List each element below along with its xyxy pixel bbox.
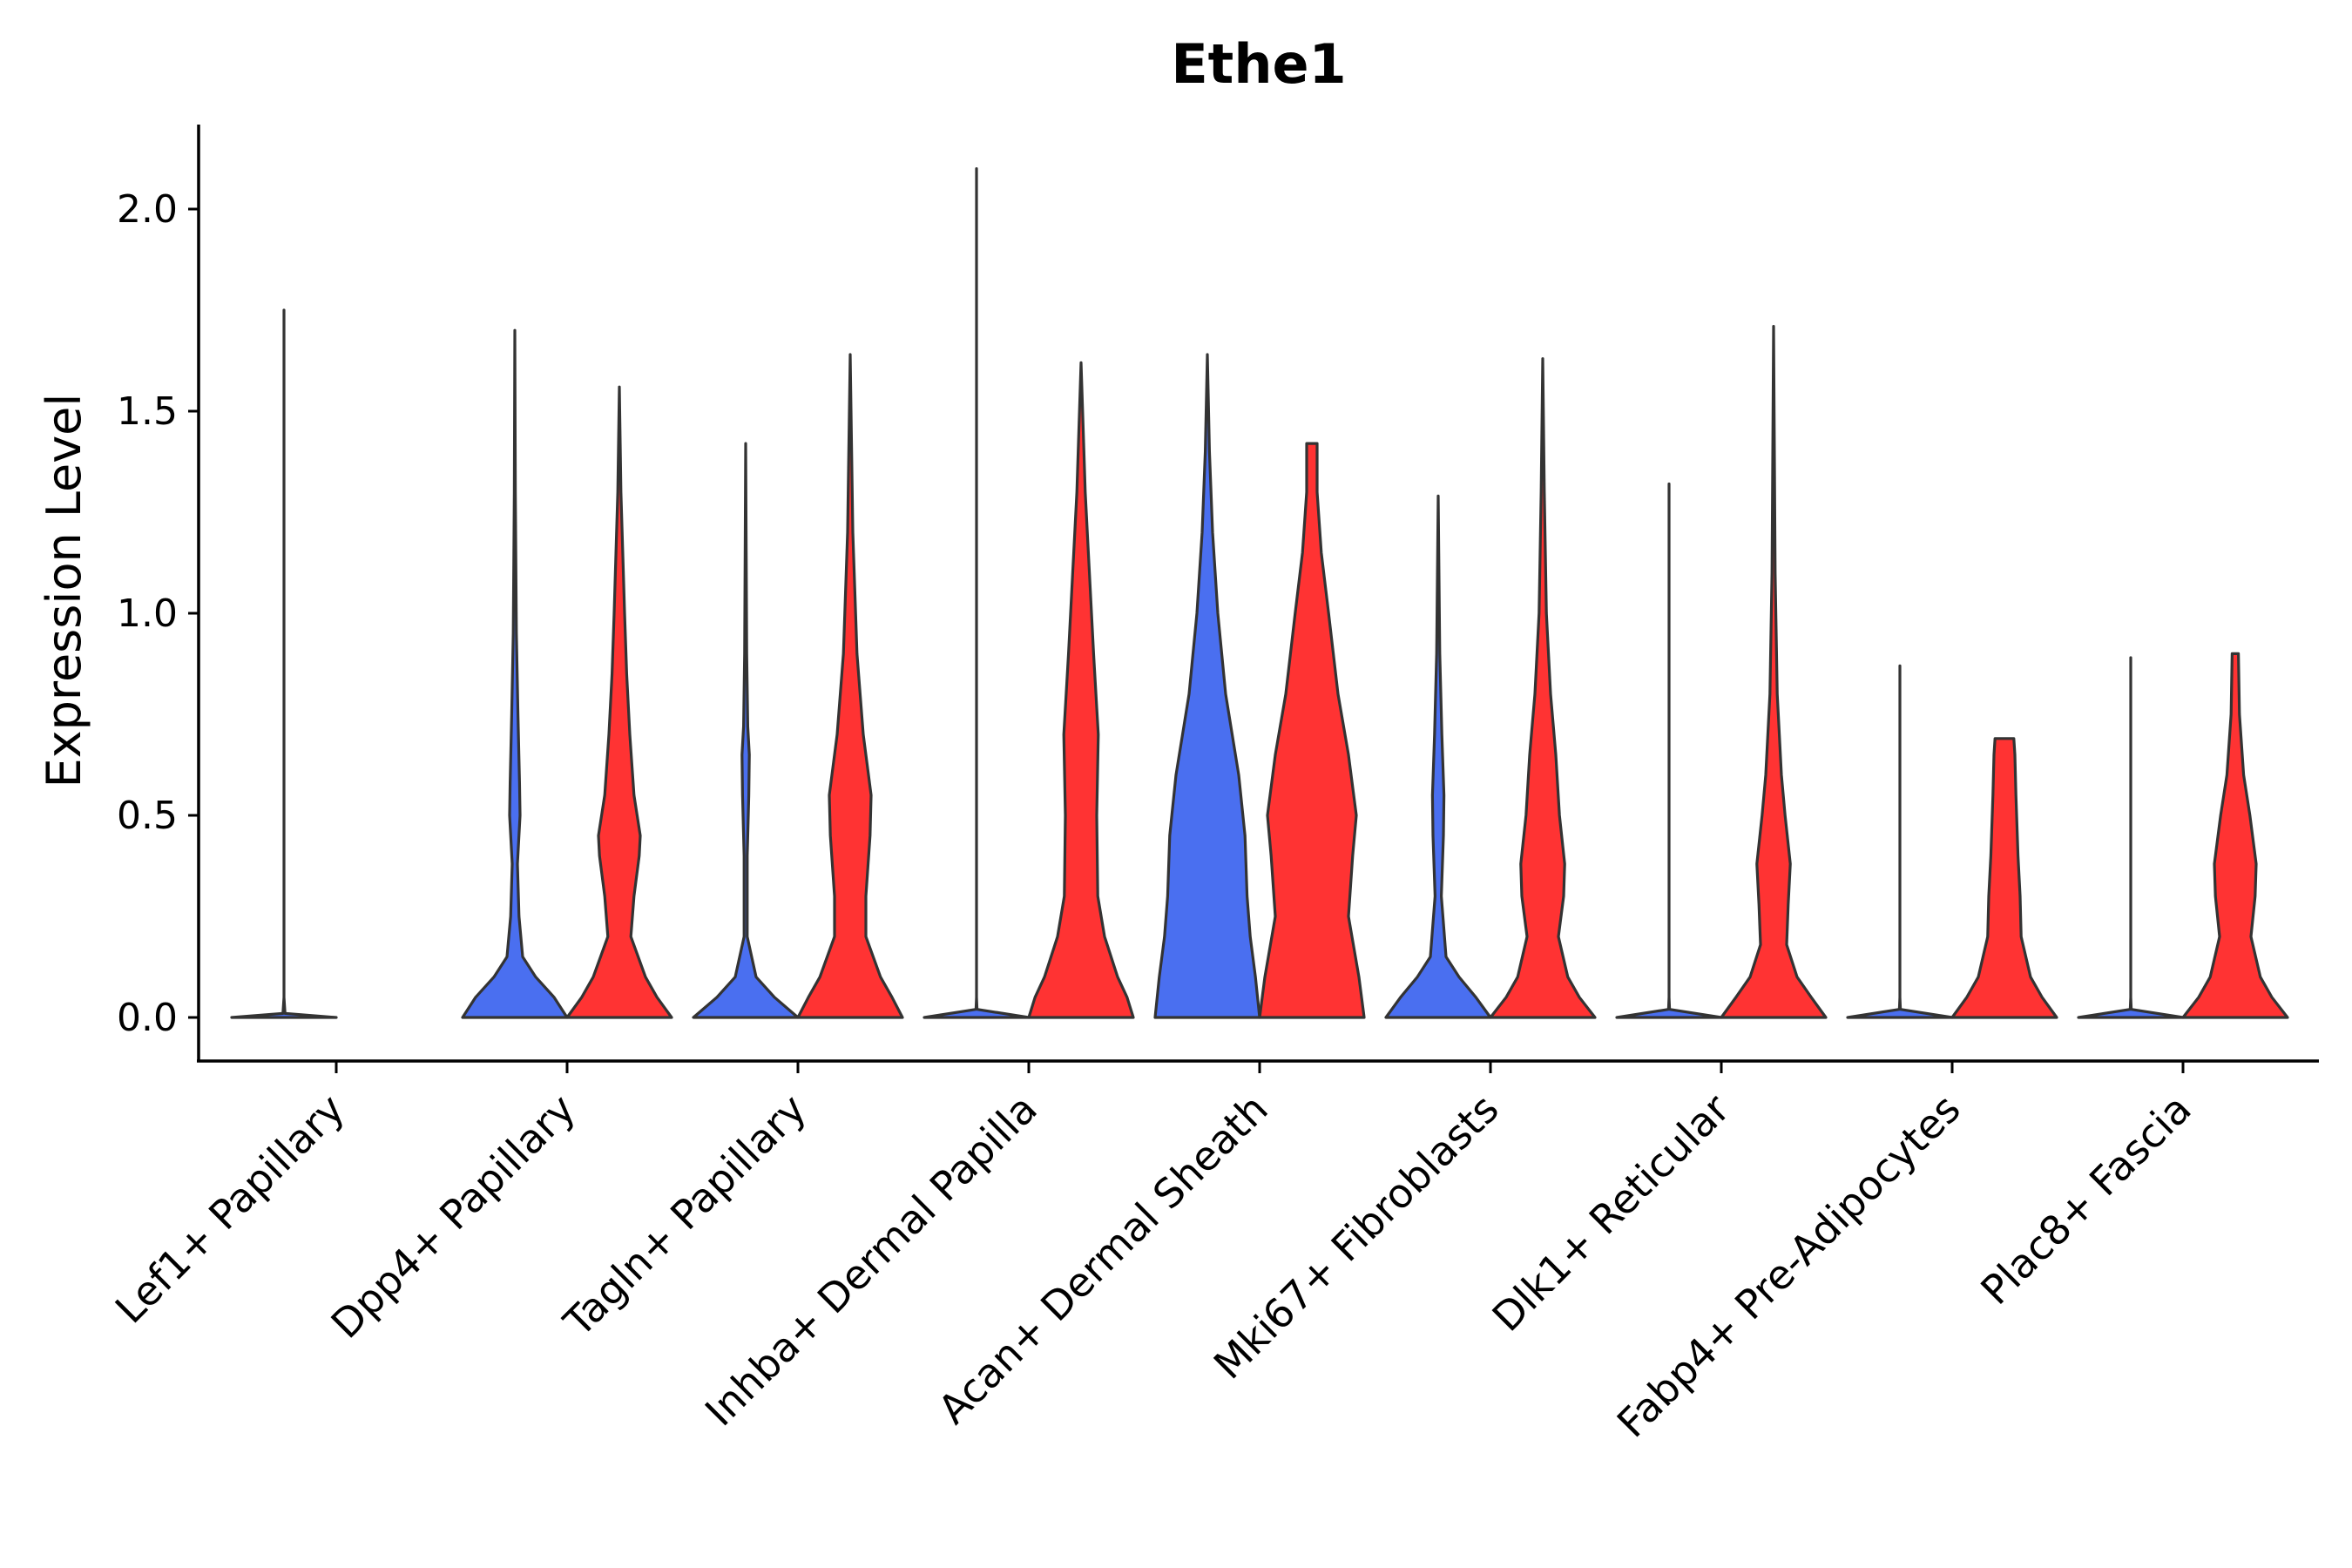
y-ticks: 0.0 0.5 1.0 1.5 2.0 — [117, 187, 199, 1040]
violin-group-1 — [1615, 482, 1723, 1019]
violin-group-2 — [1027, 361, 1135, 1019]
violin-group-2 — [1489, 357, 1597, 1019]
violin-group-1 — [1846, 664, 1954, 1019]
violins-layer — [230, 167, 2289, 1019]
violin-group-2 — [565, 385, 673, 1019]
violin-group-2 — [2181, 652, 2289, 1019]
violin-group-1 — [461, 328, 569, 1019]
violin-group-2 — [1258, 442, 1366, 1019]
violin-group-1 — [2077, 656, 2185, 1019]
violin-group-2 — [796, 353, 904, 1019]
x-category-label: Plac8+ Fascia — [1971, 1085, 2200, 1314]
y-tick-label: 0.0 — [117, 996, 178, 1040]
y-tick-label: 1.0 — [117, 591, 178, 636]
x-category-label: Lef1+ Papillary — [106, 1085, 354, 1333]
y-tick-label: 0.5 — [117, 794, 178, 838]
x-category-label: Dpp4+ Papillary — [322, 1085, 585, 1348]
violin-group-2 — [1950, 737, 2058, 1019]
y-tick-label: 1.5 — [117, 389, 178, 434]
violin-group-2 — [1720, 325, 1828, 1019]
violin-group-1 — [1384, 494, 1492, 1019]
x-category-label: Dlk1+ Reticular — [1484, 1085, 1739, 1341]
violin-group-1 — [230, 308, 338, 1019]
x-category-label: Tagln+ Papillary — [554, 1085, 815, 1347]
violin-group-1 — [692, 442, 800, 1019]
violin-group-1 — [923, 167, 1031, 1019]
chart-title: Ethe1 — [1171, 32, 1346, 96]
y-axis-label: Expression Level — [37, 394, 91, 788]
y-tick-label: 2.0 — [117, 187, 178, 232]
violin-group-1 — [1153, 353, 1261, 1019]
